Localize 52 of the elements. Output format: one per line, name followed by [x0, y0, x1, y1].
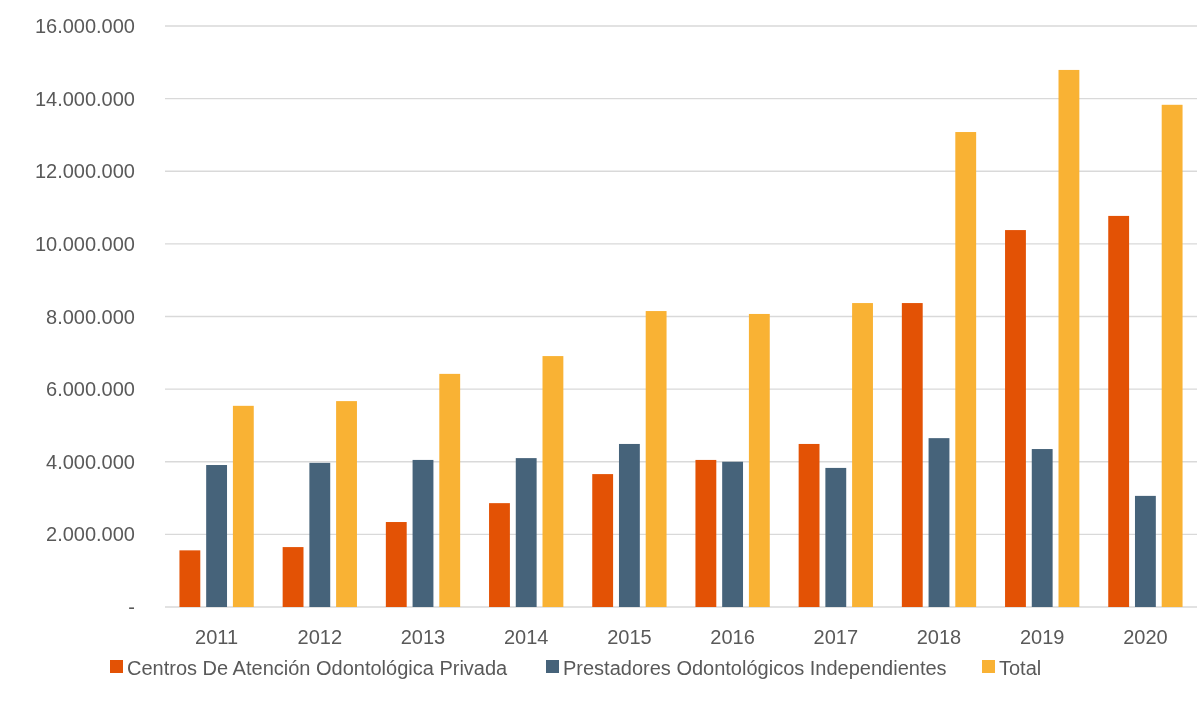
bar [179, 550, 201, 607]
y-tick-label: 6.000.000 [46, 378, 135, 401]
bar [489, 503, 510, 607]
x-tick-label: 2011 [195, 626, 239, 648]
legend-label: Total [999, 657, 1042, 679]
legend-label: Prestadores Odontológicos Independientes [563, 657, 947, 679]
y-tick-label: 2.000.000 [46, 523, 135, 546]
x-tick-label: 2016 [710, 626, 755, 648]
bar [439, 373, 461, 607]
bar [825, 467, 847, 607]
bar [798, 443, 820, 607]
bar [592, 474, 614, 607]
y-tick-label: 14.000.000 [34, 87, 135, 110]
bar [901, 303, 923, 607]
bar [282, 547, 304, 607]
bar [748, 313, 770, 607]
bar [542, 356, 564, 607]
y-tick-label: 10.000.000 [34, 232, 135, 255]
bar [1005, 230, 1026, 607]
bar [1108, 215, 1130, 607]
x-tick-label: 2017 [813, 626, 859, 648]
bar [852, 303, 873, 607]
y-tick-label: 4.000.000 [46, 450, 135, 473]
y-tick-label: - [128, 596, 135, 618]
x-tick-label: 2019 [1019, 626, 1065, 648]
x-tick-label: 2020 [1123, 626, 1168, 648]
bar [385, 522, 407, 607]
bar [232, 405, 254, 607]
bar [928, 438, 950, 607]
bar [955, 132, 977, 607]
x-tick-label: 2018 [916, 626, 962, 648]
y-tick-label: 16.000.000 [34, 15, 135, 37]
bar [722, 461, 744, 607]
bar [1161, 104, 1183, 607]
legend-label: Centros De Atención Odontológica Privada [127, 657, 509, 679]
bar [618, 443, 640, 607]
bar [645, 311, 667, 607]
bar [1058, 69, 1080, 607]
x-tick-label: 2012 [297, 626, 343, 648]
x-tick-label: 2014 [503, 626, 549, 648]
x-tick-label: 2013 [400, 626, 446, 648]
bar [1134, 495, 1156, 607]
x-tick-label: 2015 [607, 626, 652, 648]
bar [412, 459, 434, 607]
y-tick-label: 12.000.000 [34, 160, 135, 183]
bar [309, 462, 331, 607]
bar [515, 458, 537, 607]
y-tick-label: 8.000.000 [46, 305, 135, 328]
bar [695, 459, 717, 607]
bar [1031, 449, 1053, 607]
bar [336, 401, 357, 607]
bar [206, 465, 228, 607]
